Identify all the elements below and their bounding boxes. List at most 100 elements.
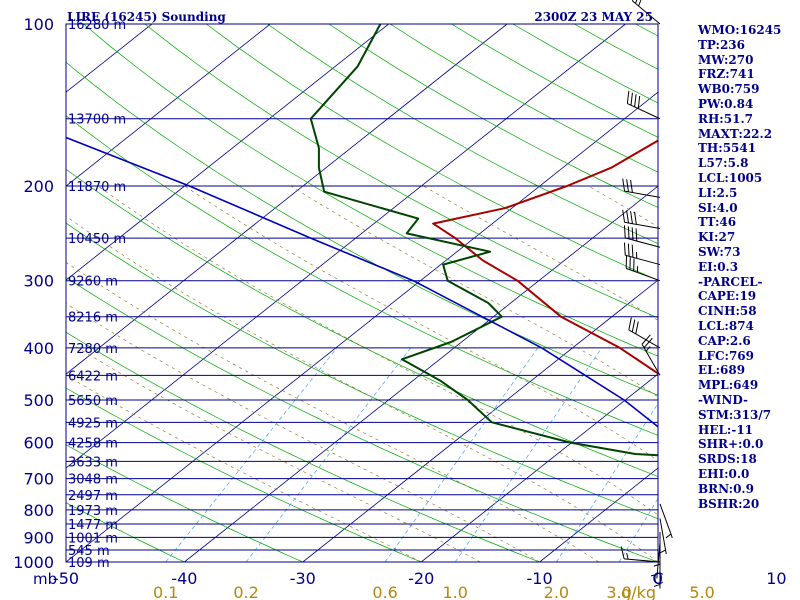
pressure-tick-label: 900 [23, 528, 54, 547]
barb-half-flag [659, 549, 666, 554]
wind-barb [631, 0, 661, 25]
height-label: 4925 m [68, 416, 118, 431]
moist-adiabat [66, 340, 481, 562]
isotherm [302, 279, 658, 562]
sounding-traces [66, 24, 658, 457]
dry-adiabat [66, 115, 658, 436]
index-line: WB0:759 [698, 82, 760, 97]
barb-staff [659, 503, 673, 538]
index-line: STM:313/7 [698, 407, 772, 422]
height-label: 5650 m [68, 394, 118, 409]
index-line: PW:0.84 [698, 96, 754, 111]
pressure-tick-label: 400 [23, 339, 54, 358]
index-line: EL:689 [698, 363, 746, 378]
index-line: EHI:0.0 [698, 466, 750, 481]
dry-adiabat [66, 444, 304, 562]
height-label: 8216 m [68, 311, 118, 326]
dry-adiabat [66, 387, 423, 562]
wind-barb [659, 518, 667, 555]
index-line: -PARCEL- [698, 274, 763, 289]
barb-flag [626, 90, 630, 104]
mixing-ratio-line [165, 347, 338, 562]
dry-adiabat [66, 331, 541, 562]
mixing-ratio-label: 3.0 [606, 583, 631, 600]
height-label: 7280 m [68, 342, 118, 357]
wind-barb [622, 209, 661, 230]
wind-barb [625, 255, 661, 282]
mixing-ratio-label: 5.0 [689, 583, 714, 600]
barb-flag [622, 209, 626, 223]
height-label: 9260 m [68, 275, 118, 290]
barb-flag [627, 243, 630, 257]
index-line: L57:5.8 [698, 156, 749, 171]
temperature-tick-label: 0 [653, 569, 663, 588]
temperature-tick-label: -20 [408, 569, 434, 588]
temperature-trace [432, 139, 658, 375]
barb-flag [630, 92, 633, 106]
barb-flag [635, 0, 638, 4]
pressure-unit-label: mb [33, 570, 57, 588]
index-line: SHR+:0.0 [698, 437, 764, 452]
mixing-ratio-label: 0.1 [153, 583, 178, 600]
height-label: 3633 m [68, 455, 118, 470]
index-line: CINH:58 [698, 304, 757, 319]
barb-half-flag [650, 573, 658, 577]
barb-staff [625, 254, 661, 266]
height-label: 2497 m [68, 489, 118, 504]
index-line: SW:73 [698, 244, 741, 259]
barb-flag [634, 211, 637, 225]
temperature-tick-label: C [652, 569, 663, 588]
height-label: 10450 m [68, 232, 126, 247]
barb-flag [627, 226, 630, 240]
mixing-ratio-unit: g/kg [621, 583, 656, 600]
barb-half-flag [626, 552, 629, 560]
barb-flag [631, 227, 634, 241]
barb-staff [627, 103, 661, 120]
index-line: MW:270 [698, 52, 754, 67]
pressure-tick-label: 300 [23, 272, 54, 291]
barb-half-flag [653, 583, 661, 587]
index-line: MPL:649 [698, 378, 759, 393]
mixing-ratio-label: 2.0 [544, 583, 569, 600]
barb-staff [659, 518, 667, 555]
temperature-tick-label: -10 [527, 569, 553, 588]
temperature-tick-label: 10 [766, 569, 786, 588]
isotherm [66, 24, 508, 375]
index-line: TT:46 [698, 215, 737, 230]
index-line: HEL:-11 [698, 422, 754, 437]
moist-adiabat [423, 185, 658, 321]
barb-flag [630, 211, 633, 224]
indices-panel: WMO:16245 TP:236 MW:270 FRZ:741 WB0:759 PW:0.… [698, 23, 798, 511]
index-line: TP:236 [698, 37, 746, 52]
barb-half-flag [638, 0, 642, 7]
pressure-tick-label: 600 [23, 434, 54, 453]
mixing-ratio-line [556, 402, 658, 562]
dry-adiabat [66, 168, 658, 477]
barb-half-flag [665, 533, 672, 539]
dewpoint-trace [309, 24, 658, 457]
dry-adiabat [66, 61, 658, 396]
index-line: LCL:874 [698, 318, 754, 333]
pressure-tick-label: 1000 [13, 553, 54, 572]
index-line: EI:0.3 [698, 259, 739, 274]
height-label: 545 m [68, 544, 110, 559]
height-label: 109 m [68, 556, 110, 571]
moist-adiabat [184, 185, 658, 462]
temperature-tick-label: -30 [290, 569, 316, 588]
temperature-tick-label: -50 [53, 569, 79, 588]
mixing-ratio-label: 0.6 [372, 583, 397, 600]
isotherm [66, 24, 271, 187]
barb-flag [637, 95, 641, 109]
index-line: CAPE:19 [698, 289, 757, 304]
index-line: SI:4.0 [698, 200, 738, 215]
barb-staff [628, 329, 661, 349]
height-label: 4258 m [68, 437, 118, 452]
isotherm [184, 185, 658, 562]
dry-adiabat [66, 502, 186, 562]
mixing-ratio-line [245, 347, 411, 562]
index-line: LFC:769 [698, 348, 754, 363]
mixing-ratio-line [454, 347, 602, 562]
barb-flag [635, 321, 639, 335]
height-label: 11870 m [68, 180, 126, 195]
